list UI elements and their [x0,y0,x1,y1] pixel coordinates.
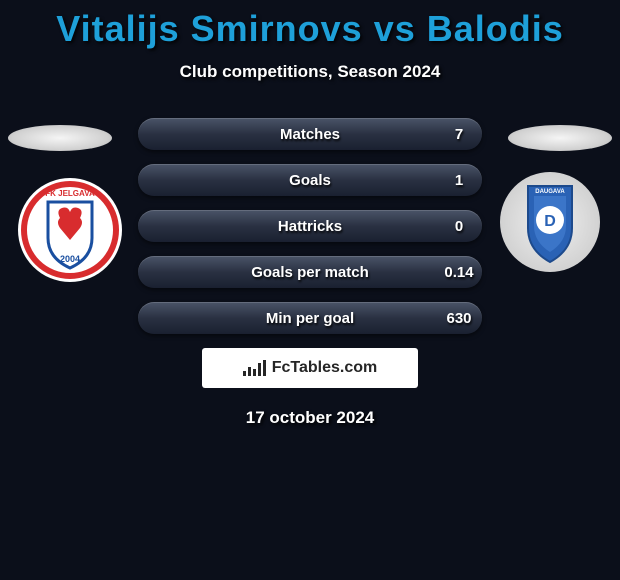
stat-value-right: 0.14 [442,264,482,281]
stats-area: Matches 7 Goals 1 Hattricks 0 Goals per … [0,118,620,428]
stat-row: Goals per match 0.14 [138,256,482,288]
stat-value-right: 630 [442,310,482,327]
stat-label: Goals [178,172,442,189]
stat-value-right: 1 [442,172,482,189]
stat-row: Hattricks 0 [138,210,482,242]
stat-label: Matches [178,126,442,143]
stat-label: Min per goal [178,310,442,327]
stat-value-right: 7 [442,126,482,143]
subtitle: Club competitions, Season 2024 [0,62,620,82]
stat-rows: Matches 7 Goals 1 Hattricks 0 Goals per … [138,118,482,334]
stat-label: Goals per match [178,264,442,281]
stat-row: Min per goal 630 [138,302,482,334]
stat-label: Hattricks [178,218,442,235]
barchart-icon [243,360,266,376]
stat-value-right: 0 [442,218,482,235]
stat-row: Matches 7 [138,118,482,150]
date: 17 october 2024 [0,408,620,428]
fctables-label: FcTables.com [272,359,378,377]
stat-row: Goals 1 [138,164,482,196]
comparison-infographic: Vitalijs Smirnovs vs Balodis Club compet… [0,0,620,580]
fctables-watermark: FcTables.com [202,348,418,388]
headline: Vitalijs Smirnovs vs Balodis [0,8,620,50]
